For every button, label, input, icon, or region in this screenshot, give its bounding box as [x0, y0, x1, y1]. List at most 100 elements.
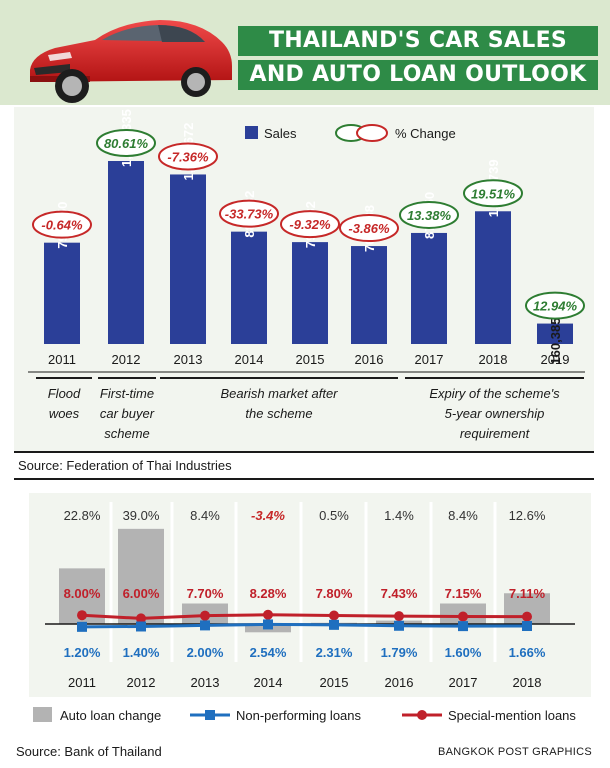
divider-rule [14, 478, 594, 480]
legend-sml-marker [417, 710, 427, 720]
npl-marker [394, 620, 404, 631]
sales-bar [231, 231, 267, 344]
sales-bar [108, 161, 144, 344]
year-label: 2014 [235, 352, 264, 367]
year-label: 2011 [48, 352, 76, 367]
year-label: 2017 [415, 352, 444, 367]
npl-marker [200, 620, 210, 631]
auto-loan-label: -3.4% [251, 508, 285, 523]
pct-change-badge [339, 214, 399, 243]
npl-label: 2.54% [250, 645, 287, 660]
npl-marker [136, 621, 146, 632]
annotation-text: Bearish market after the scheme [220, 386, 338, 421]
special-mention-marker [458, 611, 468, 622]
auto-loan-label: 8.4% [448, 508, 478, 523]
sales-bar [351, 246, 387, 344]
npl-label: 2.31% [316, 645, 353, 660]
pct-change-badge [280, 210, 340, 239]
year-label: 2016 [355, 352, 384, 367]
pct-change-label: -9.32% [289, 217, 331, 232]
pct-change-label: 19.51% [471, 186, 516, 201]
annotation-text: Expiry of the scheme's 5-year ownership re… [429, 386, 560, 441]
npl-label: 1.79% [381, 645, 418, 660]
loan-year-label: 2013 [191, 675, 220, 690]
annotation-text: First-time car buyer scheme [100, 386, 155, 441]
special-mention-marker [136, 613, 146, 624]
loan-year-label: 2017 [449, 675, 478, 690]
sales-bar [537, 323, 573, 344]
legend-sales-swatch [245, 126, 258, 139]
npl-marker [263, 619, 273, 630]
loan-year-label: 2012 [127, 675, 156, 690]
sales-bar [292, 242, 328, 344]
year-label: 2018 [479, 352, 508, 367]
pct-change-label: -33.73% [225, 207, 274, 222]
legend-sml-label: Special-mention loans [448, 708, 576, 723]
pct-change-label: 80.61% [104, 136, 149, 151]
special-mention-marker [522, 611, 532, 622]
npl-marker [329, 619, 339, 630]
auto-loan-bar [118, 528, 164, 624]
npl-label: 1.66% [509, 645, 546, 660]
pct-change-label: 13.38% [407, 208, 452, 223]
npl-label: 2.00% [187, 645, 224, 660]
credit: BANGKOK POST GRAPHICS [437, 746, 592, 758]
sales-value-label: 160,385 [548, 318, 563, 365]
npl-label: 1.60% [445, 645, 482, 660]
year-label: 2019 [541, 352, 570, 367]
npl-marker [458, 621, 468, 632]
special-mention-label: 7.70% [187, 586, 224, 601]
pct-change-badge [96, 129, 156, 157]
title-line-2: AND AUTO LOAN OUTLOOK [238, 60, 598, 90]
special-mention-marker [394, 611, 404, 622]
sales-bar [44, 242, 80, 344]
pct-change-label: 12.94% [533, 299, 578, 314]
loan-year-label: 2011 [68, 675, 96, 690]
legend-auto-loan-label: Auto loan change [60, 708, 162, 723]
loan-source: Source: Bank of Thailand [16, 744, 162, 759]
title-line-1: THAILAND'S CAR SALES [238, 26, 598, 56]
npl-marker [522, 621, 532, 632]
special-mention-label: 8.00% [64, 586, 101, 601]
auto-loan-label: 8.4% [190, 508, 220, 523]
loan-year-label: 2015 [320, 675, 349, 690]
npl-label: 1.40% [123, 645, 160, 660]
special-mention-label: 6.00% [123, 586, 160, 601]
legend-change-label: % Change [395, 126, 456, 141]
sales-source: Source: Federation of Thai Industries [18, 458, 232, 473]
loan-year-label: 2016 [385, 675, 414, 690]
pct-change-label: -0.64% [41, 218, 83, 233]
divider-rule [14, 451, 594, 453]
special-mention-marker [200, 610, 210, 621]
special-mention-marker [77, 610, 87, 621]
special-mention-marker [263, 609, 273, 620]
auto-loan-label: 0.5% [319, 508, 349, 523]
pct-change-badge [463, 179, 523, 208]
legend-change-swatch [356, 124, 388, 142]
special-mention-label: 7.43% [381, 586, 418, 601]
pct-change-badge [399, 200, 459, 229]
year-label: 2013 [174, 352, 203, 367]
car-icon [30, 20, 232, 103]
auto-loan-label: 1.4% [384, 508, 414, 523]
special-mention-label: 8.28% [250, 586, 287, 601]
legend-npl-marker [205, 710, 215, 720]
header-banner: THAILAND'S CAR SALES AND AUTO LOAN OUTLO… [0, 0, 610, 105]
legend-sales-label: Sales [264, 126, 297, 141]
pct-change-badge [525, 291, 585, 320]
legend-npl-label: Non-performing loans [236, 708, 362, 723]
auto-loan-label: 12.6% [509, 508, 546, 523]
pct-change-label: -7.36% [167, 149, 209, 164]
annotation-text: Flood woes [48, 386, 81, 421]
special-mention-label: 7.80% [316, 586, 353, 601]
pct-change-badge [158, 142, 218, 171]
npl-label: 1.20% [64, 645, 101, 660]
loan-year-label: 2018 [513, 675, 542, 690]
special-mention-marker [329, 610, 339, 621]
pct-change-label: -3.86% [348, 221, 390, 236]
npl-line [81, 622, 528, 629]
sales-bar [170, 174, 206, 344]
auto-loan-label: 39.0% [123, 508, 160, 523]
auto-loan-label: 22.8% [64, 508, 101, 523]
